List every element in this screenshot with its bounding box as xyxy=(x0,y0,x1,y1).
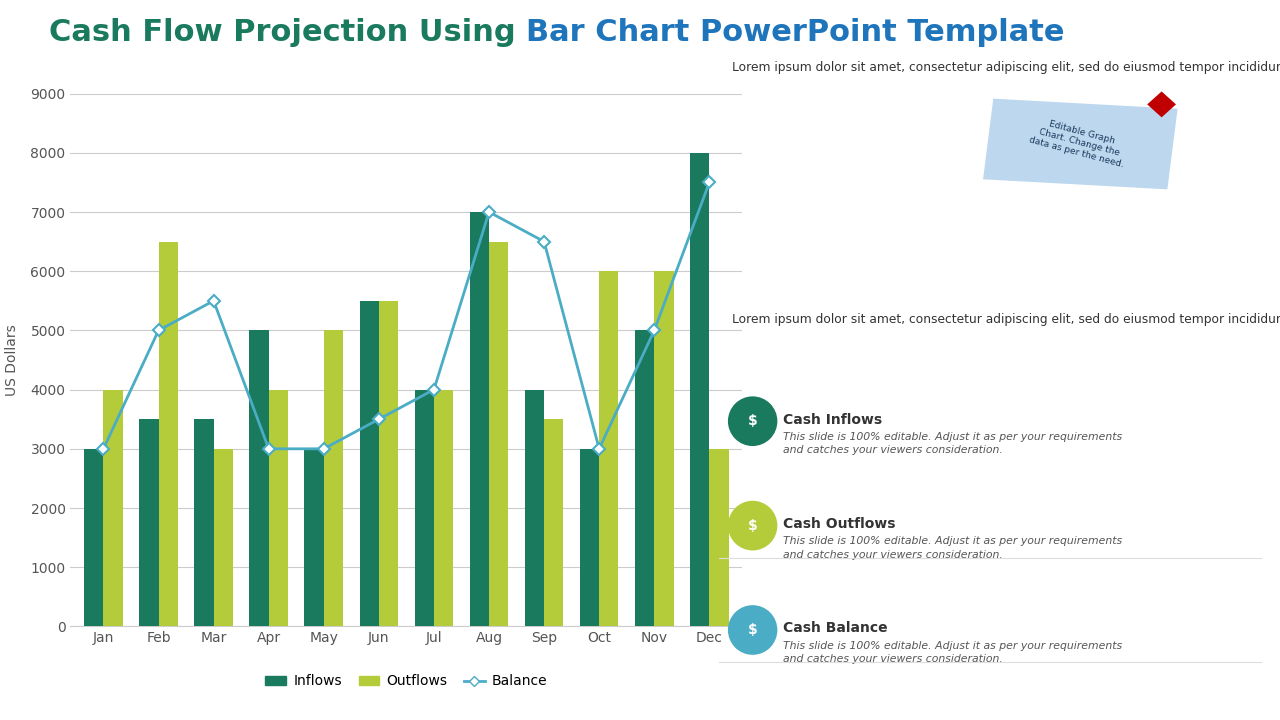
Bar xyxy=(544,419,563,626)
Text: Cash Outflows: Cash Outflows xyxy=(783,517,896,531)
Bar xyxy=(415,390,434,626)
Bar xyxy=(159,242,178,626)
Text: Cash Flow Projection Using: Cash Flow Projection Using xyxy=(49,18,526,47)
Circle shape xyxy=(728,501,777,550)
Bar xyxy=(195,419,214,626)
Bar xyxy=(269,390,288,626)
Bar xyxy=(525,390,544,626)
Text: Lorem ipsum dolor sit amet, consectetur adipiscing elit, sed do eiusmod tempor i: Lorem ipsum dolor sit amet, consectetur … xyxy=(732,61,1280,74)
Polygon shape xyxy=(1147,91,1176,117)
Bar xyxy=(489,242,508,626)
Bar xyxy=(635,330,654,626)
Bar xyxy=(654,271,673,626)
Bar xyxy=(470,212,489,626)
Bar xyxy=(580,449,599,626)
Circle shape xyxy=(728,605,777,655)
Text: Editable Graph
Chart. Change the
data as per the need.: Editable Graph Chart. Change the data as… xyxy=(1028,115,1130,169)
Bar xyxy=(690,153,709,626)
Y-axis label: US Dollars: US Dollars xyxy=(5,324,19,396)
Text: Cash Inflows: Cash Inflows xyxy=(783,413,882,426)
Bar xyxy=(599,271,618,626)
Bar xyxy=(324,330,343,626)
Circle shape xyxy=(728,396,777,446)
Polygon shape xyxy=(983,99,1178,189)
Text: Bar Chart PowerPoint Template: Bar Chart PowerPoint Template xyxy=(526,18,1065,47)
Legend: Inflows, Outflows, Balance: Inflows, Outflows, Balance xyxy=(260,669,553,694)
Bar xyxy=(84,449,104,626)
Text: $: $ xyxy=(748,623,758,637)
Text: This slide is 100% editable. Adjust it as per your requirements
and catches your: This slide is 100% editable. Adjust it a… xyxy=(783,432,1123,455)
Bar xyxy=(360,301,379,626)
Bar xyxy=(379,301,398,626)
Text: This slide is 100% editable. Adjust it as per your requirements
and catches your: This slide is 100% editable. Adjust it a… xyxy=(783,536,1123,559)
Text: Cash Balance: Cash Balance xyxy=(783,621,888,635)
Bar xyxy=(250,330,269,626)
Text: Lorem ipsum dolor sit amet, consectetur adipiscing elit, sed do eiusmod tempor i: Lorem ipsum dolor sit amet, consectetur … xyxy=(732,313,1280,326)
Bar xyxy=(709,449,728,626)
Bar xyxy=(214,449,233,626)
Text: This slide is 100% editable. Adjust it as per your requirements
and catches your: This slide is 100% editable. Adjust it a… xyxy=(783,641,1123,664)
Bar xyxy=(104,390,123,626)
Bar xyxy=(305,449,324,626)
Text: $: $ xyxy=(748,518,758,533)
Bar xyxy=(434,390,453,626)
Text: $: $ xyxy=(748,414,758,428)
Bar xyxy=(140,419,159,626)
